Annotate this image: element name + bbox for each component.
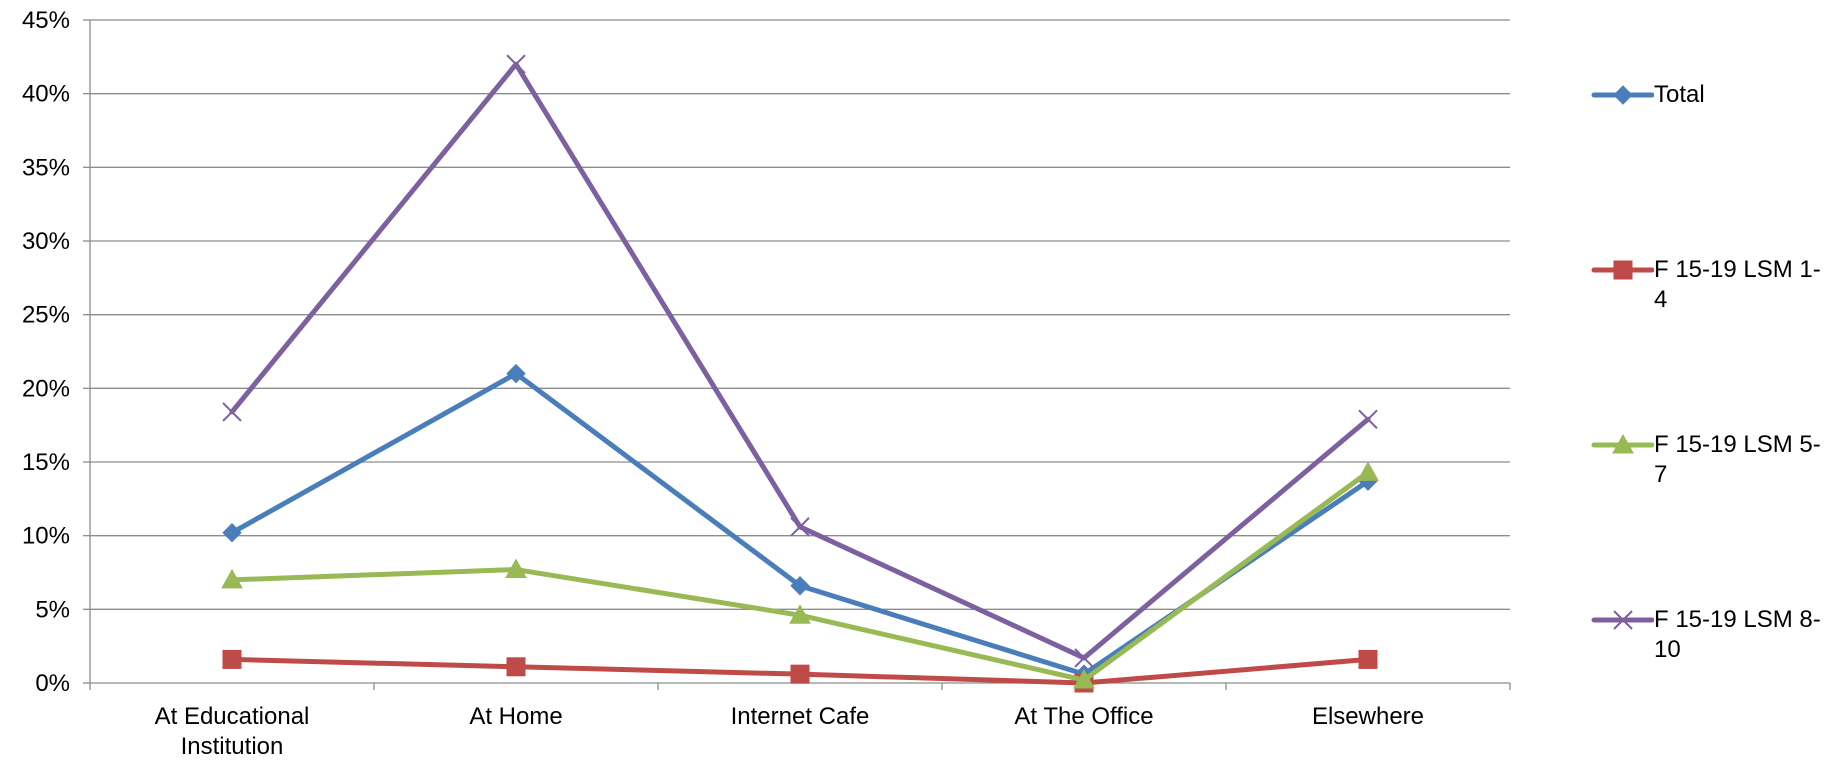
y-axis-tick-labels: 0% 5% 10% 15% 20% 25% 30% 35% 40% 45% [22, 7, 70, 697]
data-point [790, 576, 810, 596]
x-tick-label: Elsewhere [1312, 703, 1424, 730]
data-point [222, 402, 242, 422]
x-tick-label: At The Office [1014, 703, 1153, 730]
y-tick-label: 40% [22, 81, 70, 108]
data-point [1358, 649, 1378, 669]
legend-label: F 15-19 LSM 5- 7 [1654, 431, 1821, 488]
y-tick-label: 35% [22, 154, 70, 181]
data-point [790, 664, 810, 684]
data-series [221, 54, 1379, 693]
x-tick-label: At Home [469, 703, 562, 730]
legend-swatch [1591, 610, 1654, 630]
x-tick-label: Internet Cafe [731, 703, 870, 730]
legend-marker [1612, 433, 1634, 454]
data-point [1074, 648, 1094, 668]
legend: Total F 15-19 LSM 1- 4 F 15-19 LSM 5- 7 F 15-… [1590, 0, 1845, 764]
y-tick-label: 20% [22, 375, 70, 402]
y-tick-label: 5% [35, 596, 70, 623]
x-axis-tick-labels: At Educational Institution At Home Internet… [155, 703, 1424, 760]
series-x [222, 54, 1378, 668]
data-point [221, 568, 243, 589]
legend-label: F 15-19 LSM 1- 4 [1654, 256, 1821, 313]
y-tick-label: 15% [22, 449, 70, 476]
series-square [222, 649, 1378, 693]
y-tick-label: 30% [22, 228, 70, 255]
legend-label: Total [1654, 81, 1705, 108]
y-tick-label: 25% [22, 302, 70, 329]
gridlines [90, 19, 1510, 610]
data-point [222, 649, 242, 669]
legend-swatch [1591, 85, 1654, 105]
data-point [506, 363, 526, 384]
legend-swatch [1591, 260, 1654, 280]
legend-label: F 15-19 LSM 8- 10 [1654, 606, 1821, 663]
series-triangle [221, 461, 1379, 689]
legend-marker [1613, 260, 1633, 280]
y-tick-label: 45% [22, 7, 70, 34]
data-point [506, 54, 526, 74]
y-tick-label: 0% [35, 670, 70, 697]
data-point [789, 604, 811, 624]
line-chart: 0% 5% 10% 15% 20% 25% 30% 35% 40% 45% At Educatio… [22, 7, 1511, 760]
legend-swatch [1591, 433, 1654, 454]
data-point [1358, 409, 1378, 429]
data-point [1357, 461, 1379, 481]
data-point [505, 558, 527, 579]
legend-marker [1613, 610, 1633, 630]
data-point [790, 517, 810, 537]
series-line [229, 61, 1371, 661]
legend-marker [1613, 85, 1633, 105]
data-point [1073, 669, 1095, 689]
data-point [506, 657, 526, 677]
data-point [222, 523, 242, 543]
y-tick-label: 10% [22, 523, 70, 550]
x-tick-label: At Educational Institution [155, 703, 310, 760]
